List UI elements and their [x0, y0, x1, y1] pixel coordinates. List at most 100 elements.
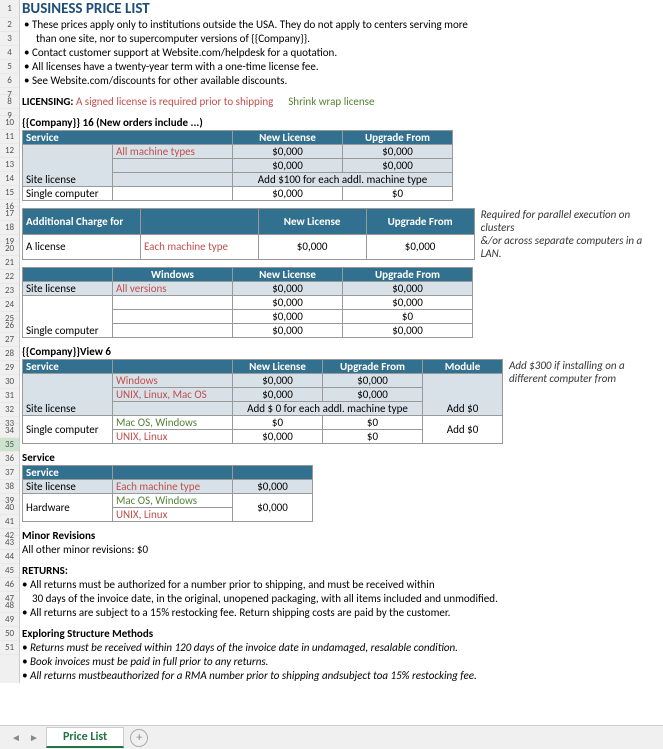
cell[interactable]: Mac OS, Windows	[113, 416, 233, 430]
row-num[interactable]: 20	[0, 242, 19, 256]
cell[interactable]: Add $0	[423, 374, 503, 416]
cell[interactable]: Mac OS, Windows	[113, 494, 233, 508]
row-num[interactable]: 51	[0, 641, 19, 655]
row-num[interactable]: 39	[0, 494, 19, 501]
tab-next-icon[interactable]: ►	[28, 732, 40, 744]
row-num[interactable]: 7	[0, 88, 19, 95]
row-num[interactable]: 34	[0, 424, 19, 438]
cell[interactable]: $0,000	[343, 296, 473, 310]
row-num[interactable]: 31	[0, 389, 19, 403]
row-num[interactable]: 11	[0, 130, 19, 144]
cell[interactable]: Add $ 0 for each addl. machine type	[233, 402, 423, 416]
cell[interactable]: $0,000	[343, 145, 453, 159]
row-num[interactable]: 13	[0, 158, 19, 172]
row-num[interactable]: 9	[0, 109, 19, 116]
row-num[interactable]: 26	[0, 319, 19, 333]
cell[interactable]: $0,000	[233, 310, 343, 324]
cell[interactable]	[113, 159, 233, 173]
cell[interactable]: $0,000	[233, 430, 323, 444]
row-num[interactable]: 50	[0, 627, 19, 641]
row-num[interactable]: 45	[0, 564, 19, 578]
cell[interactable]: $0,000	[233, 145, 343, 159]
row-num[interactable]: 6	[0, 74, 19, 88]
row-num[interactable]: 21	[0, 256, 19, 270]
row-num[interactable]: 36	[0, 452, 19, 466]
row-num[interactable]: 15	[0, 186, 19, 200]
cell[interactable]: $0	[323, 416, 423, 430]
row-num[interactable]: 23	[0, 284, 19, 298]
row-num[interactable]: 5	[0, 60, 19, 74]
row-num[interactable]: 16	[0, 200, 19, 207]
row-num[interactable]: 12	[0, 144, 19, 158]
row-num[interactable]: 41	[0, 515, 19, 529]
row-num[interactable]: 38	[0, 480, 19, 494]
cell[interactable]: $0,000	[343, 159, 453, 173]
cell[interactable]: $0,000	[233, 494, 313, 522]
row-num[interactable]: 28	[0, 347, 19, 361]
cell[interactable]: $0,000	[233, 296, 343, 310]
cell[interactable]: $0,000	[343, 282, 473, 296]
row-num[interactable]: 29	[0, 361, 19, 375]
row-num[interactable]: 22	[0, 270, 19, 284]
cell[interactable]: UNIX, Linux	[113, 508, 233, 522]
cell[interactable]: All machine types	[113, 145, 233, 159]
cell[interactable]: $0,000	[233, 159, 343, 173]
row-num[interactable]: 35	[0, 438, 19, 452]
row-num[interactable]: 44	[0, 550, 19, 564]
cell[interactable]: Site license	[23, 282, 113, 296]
cell[interactable]: $0,000	[233, 324, 343, 338]
cell[interactable]: Single computer	[23, 296, 113, 338]
row-num[interactable]: 4	[0, 46, 19, 60]
cell[interactable]: $0,000	[366, 234, 474, 260]
cell[interactable]	[113, 324, 233, 338]
cell[interactable]	[113, 296, 233, 310]
cell[interactable]: $0	[233, 416, 323, 430]
row-num[interactable]: 49	[0, 613, 19, 627]
row-num[interactable]: 8	[0, 95, 19, 109]
row-num[interactable]: 30	[0, 375, 19, 389]
cell[interactable]: Site license	[23, 145, 113, 187]
row-num[interactable]: 32	[0, 403, 19, 417]
row-num[interactable]: 14	[0, 172, 19, 186]
cell[interactable]	[113, 310, 233, 324]
tab-price-list[interactable]: Price List	[46, 727, 124, 748]
cell[interactable]: All versions	[113, 282, 233, 296]
cell[interactable]: $0,000	[323, 374, 423, 388]
cell[interactable]: Single computer	[23, 416, 113, 444]
row-num[interactable]: 3	[0, 32, 19, 46]
cell[interactable]: $0,000	[233, 480, 313, 494]
cell[interactable]: Each machine type	[140, 234, 258, 260]
row-num[interactable]: 46	[0, 578, 19, 592]
cell[interactable]: $0,000	[233, 282, 343, 296]
row-num[interactable]: 27	[0, 333, 19, 347]
cell[interactable]: $0,000	[233, 187, 343, 201]
cell[interactable]: $0,000	[258, 234, 366, 260]
cell[interactable]: UNIX, Linux, Mac OS	[113, 388, 233, 402]
row-num[interactable]: 47	[0, 592, 19, 599]
row-num[interactable]: 40	[0, 501, 19, 515]
cell[interactable]: Site license	[23, 374, 113, 416]
row-num[interactable]: 25	[0, 312, 19, 319]
cell[interactable]: Hardware	[23, 494, 113, 522]
cell[interactable]: $0,000	[233, 388, 323, 402]
cell[interactable]: Single computer	[23, 187, 113, 201]
row-num[interactable]: 10	[0, 116, 19, 130]
row-num[interactable]: 1	[0, 0, 19, 18]
cell[interactable]: Add $100 for each addl. machine type	[233, 173, 453, 187]
cell[interactable]: $0	[343, 310, 473, 324]
row-num[interactable]: 37	[0, 466, 19, 480]
tab-add-icon[interactable]: +	[130, 729, 148, 747]
cell[interactable]: Add $0	[423, 416, 503, 444]
row-num[interactable]: 18	[0, 221, 19, 235]
cell[interactable]: $0,000	[323, 388, 423, 402]
row-num[interactable]: 24	[0, 298, 19, 312]
row-num[interactable]: 43	[0, 536, 19, 550]
cell[interactable]: Each machine type	[113, 480, 233, 494]
row-num[interactable]: 2	[0, 18, 19, 32]
sheet-content[interactable]: BUSINESS PRICE LIST • These prices apply…	[20, 0, 663, 683]
row-num[interactable]: 48	[0, 599, 19, 613]
cell[interactable]: Site license	[23, 480, 113, 494]
cell[interactable]: $0	[323, 430, 423, 444]
row-num[interactable]: 19	[0, 235, 19, 242]
row-num[interactable]: 33	[0, 417, 19, 424]
